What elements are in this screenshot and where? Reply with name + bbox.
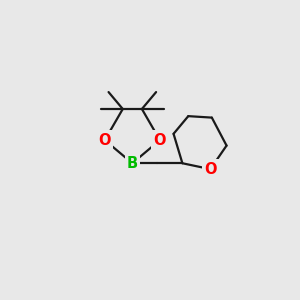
- Text: O: O: [154, 133, 166, 148]
- Text: O: O: [204, 162, 217, 177]
- Text: O: O: [98, 133, 111, 148]
- Text: B: B: [127, 156, 138, 171]
